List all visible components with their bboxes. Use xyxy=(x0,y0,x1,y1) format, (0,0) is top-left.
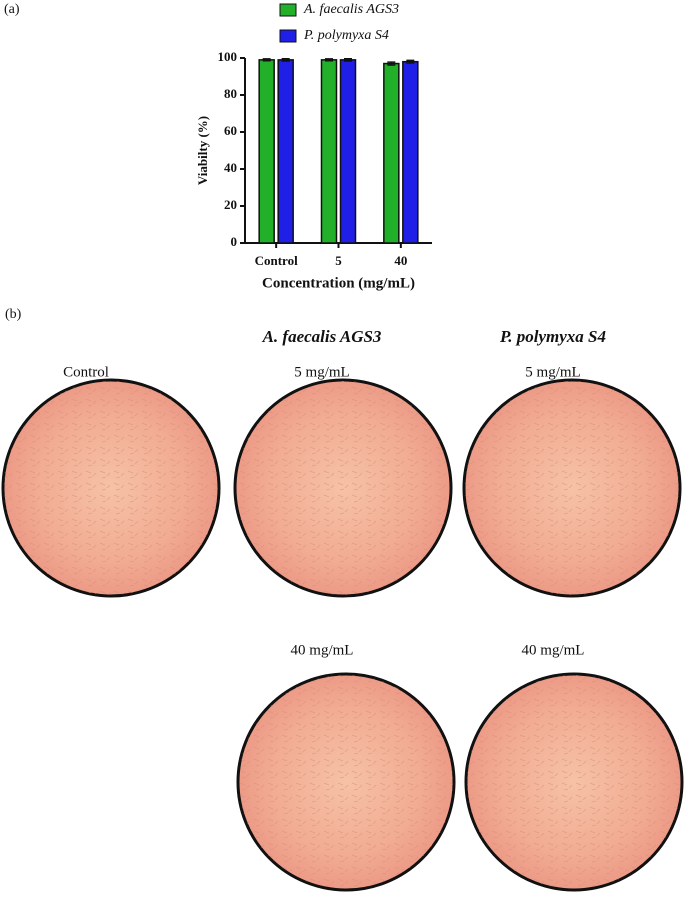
image-label: 5 mg/mL xyxy=(294,364,349,380)
cell-texture xyxy=(239,675,453,889)
micrographs xyxy=(1,378,684,892)
error-bar xyxy=(344,57,352,62)
column-header: P. polymyxa S4 xyxy=(499,327,606,346)
legend-label: P. polymyxa S4 xyxy=(303,28,389,43)
y-tick-label: 40 xyxy=(224,160,237,175)
error-bar xyxy=(387,61,396,66)
y-axis-label: Viabilty (%) xyxy=(195,116,210,185)
bar xyxy=(339,59,357,244)
cell-texture xyxy=(4,381,218,595)
y-tick-label: 100 xyxy=(218,49,238,64)
y-tick-label: 0 xyxy=(231,234,238,249)
bar xyxy=(383,62,400,244)
y-tick-label: 60 xyxy=(224,123,237,138)
error-bar xyxy=(262,58,271,62)
panel-label: (b) xyxy=(5,307,22,322)
image-label: 40 mg/mL xyxy=(522,642,585,658)
legend-label: A. faecalis AGS3 xyxy=(303,2,399,17)
y-tick-label: 20 xyxy=(224,197,237,212)
error-bar xyxy=(281,57,290,62)
x-tick-label: Control xyxy=(255,253,298,268)
cell-texture xyxy=(465,381,679,595)
error-bar xyxy=(406,59,415,64)
x-tick-label: 40 xyxy=(394,253,407,268)
y-tick-label: 80 xyxy=(224,86,237,101)
error-bar xyxy=(325,58,333,62)
bar xyxy=(402,60,419,244)
panel-label: (a) xyxy=(4,2,20,17)
image-label: Control xyxy=(63,364,109,380)
cell-texture xyxy=(467,675,681,889)
x-tick-label: 5 xyxy=(335,253,342,268)
bar-chart: 0 20 40 60 80 100 Viabilty (%) Concentration (m… xyxy=(195,2,432,291)
legend-swatch xyxy=(279,3,297,17)
image-label: 40 mg/mL xyxy=(291,642,354,658)
legend-swatch xyxy=(279,29,297,43)
x-axis-label: Concentration (mg/mL) xyxy=(262,275,415,291)
bar xyxy=(277,59,294,244)
bar xyxy=(320,59,338,244)
cell-texture xyxy=(236,381,450,595)
column-header: A. faecalis AGS3 xyxy=(262,327,382,346)
bar xyxy=(258,59,275,244)
image-label: 5 mg/mL xyxy=(525,364,580,380)
